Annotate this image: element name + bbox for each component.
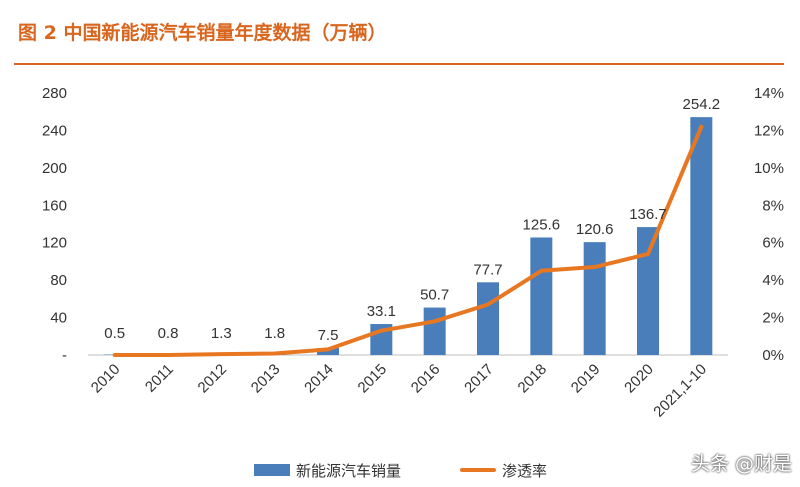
data-label: 1.3	[211, 325, 232, 342]
bar	[637, 227, 659, 355]
y-right-tick-label: 10%	[754, 160, 784, 177]
y-right-tick-label: 0%	[762, 347, 784, 364]
x-tick-label: 2011	[142, 361, 177, 396]
y-left-tick-label: 80	[50, 272, 67, 289]
x-tick-label: 2018	[515, 361, 551, 397]
y-left-tick-label: 120	[42, 235, 67, 252]
y-left-tick-label: -	[62, 347, 67, 364]
y-right-tick-label: 14%	[754, 85, 784, 102]
data-label: 120.6	[576, 221, 614, 238]
bar	[477, 282, 499, 355]
x-tick-label: 2013	[248, 361, 284, 397]
bar	[583, 242, 606, 355]
legend: 新能源汽车销量 渗透率	[0, 455, 800, 483]
data-label: 33.1	[367, 303, 396, 320]
y-right-tick-label: 2%	[762, 310, 784, 327]
y-right-tick-label: 6%	[762, 235, 784, 252]
data-label: 77.7	[473, 261, 502, 278]
data-label: 1.8	[264, 325, 285, 342]
bar	[690, 117, 713, 356]
legend-label-sales: 新能源汽车销量	[296, 461, 402, 480]
y-right-tick-label: 4%	[762, 272, 784, 289]
figure-title: 图 2 中国新能源汽车销量年度数据（万辆）	[18, 22, 387, 44]
legend-item-sales: 新能源汽车销量	[254, 459, 401, 481]
data-label: 125.6	[523, 216, 561, 233]
x-tick-label: 2012	[195, 361, 231, 397]
bar	[423, 307, 446, 355]
legend-swatch-penetration	[460, 468, 496, 472]
data-label: 254.2	[683, 96, 721, 113]
bar	[317, 347, 339, 355]
data-label: 0.8	[158, 325, 179, 342]
y-left-tick-label: 240	[42, 122, 67, 139]
data-label: 50.7	[420, 287, 449, 304]
y-right-tick-label: 8%	[762, 197, 784, 214]
y-left-tick-label: 200	[42, 160, 67, 177]
watermark: 头条 @财是	[690, 453, 792, 475]
data-label: 136.7	[629, 206, 667, 223]
legend-swatch-sales	[254, 464, 290, 476]
y-right-tick-label: 12%	[754, 122, 784, 139]
x-tick-label: 2019	[568, 361, 604, 397]
x-tick-label: 2010	[88, 361, 124, 397]
y-left-tick-label: 40	[50, 310, 67, 327]
penetration-line	[112, 124, 704, 357]
x-tick-label: 2021,1-10	[650, 361, 710, 421]
title-rule	[14, 63, 784, 65]
x-tick-label: 2015	[355, 361, 391, 397]
legend-item-penetration: 渗透率	[460, 459, 547, 481]
data-label: 0.5	[104, 325, 125, 342]
chart: - 40 80 120 160 200 240 280 0% 2% 4% 6% 8% 10% 12% 14% 2…	[42, 85, 784, 421]
x-tick-label: 2014	[301, 361, 337, 397]
data-label: 7.5	[318, 327, 339, 344]
x-tick-label: 2020	[621, 361, 657, 397]
bar	[530, 237, 553, 355]
y-left-tick-label: 160	[42, 197, 67, 214]
legend-label-penetration: 渗透率	[502, 461, 548, 480]
x-tick-label: 2016	[408, 361, 444, 397]
x-tick-label: 2017	[461, 361, 497, 397]
y-left-tick-label: 280	[42, 85, 67, 102]
